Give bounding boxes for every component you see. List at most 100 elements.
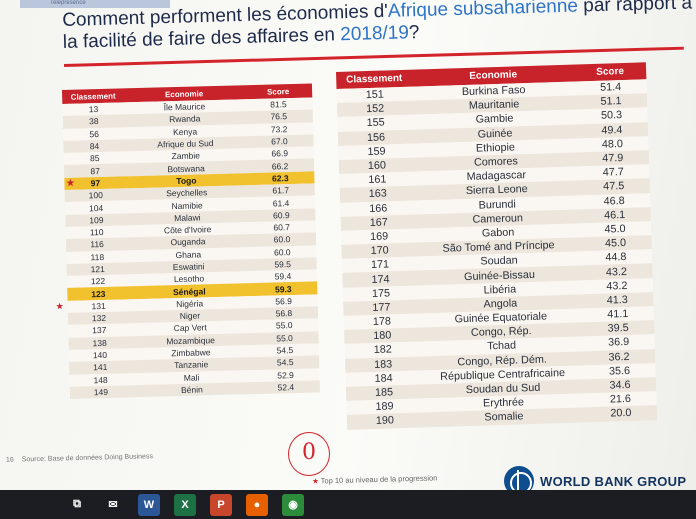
score-cell: 60.0 — [273, 246, 291, 258]
rank-cell: 121 — [90, 263, 105, 275]
rank-cell: 190 — [375, 414, 395, 428]
score-cell: 51.1 — [600, 95, 622, 108]
score-cell: 56.8 — [275, 308, 293, 319]
rank-cell: 177 — [372, 301, 391, 314]
rank-cell: 180 — [373, 329, 392, 343]
score-cell: 67.0 — [271, 136, 288, 147]
score-cell: 60.9 — [272, 209, 290, 221]
score-cell: 47.9 — [602, 152, 624, 165]
rank-cell: 100 — [88, 190, 103, 201]
rank-cell: 166 — [369, 202, 388, 215]
score-cell: 36.2 — [608, 350, 630, 364]
rank-cell: 123 — [91, 288, 106, 299]
rank-cell: 184 — [374, 372, 393, 385]
powerpoint-icon[interactable]: P — [210, 493, 232, 516]
mail-icon[interactable]: ✉ — [102, 493, 124, 516]
score-cell: 20.0 — [610, 407, 632, 420]
score-cell: 48.0 — [601, 137, 624, 151]
score-cell: 47.7 — [602, 166, 624, 179]
score-cell: 39.5 — [607, 322, 629, 335]
star-icon: ★ — [66, 178, 75, 189]
score-cell: 51.4 — [599, 81, 622, 94]
rank-cell: 84 — [89, 141, 100, 152]
excel-icon[interactable]: X — [174, 493, 196, 516]
world-bank-logo: WORLD BANK GROUP — [504, 466, 686, 490]
score-cell: 59.5 — [274, 259, 292, 270]
score-cell: 61.4 — [272, 197, 290, 209]
rank-cell: 122 — [90, 276, 106, 287]
source-note: 16 Source: Base de données Doing Business — [6, 453, 153, 464]
title-highlight: Afrique subsaharienne — [387, 0, 579, 22]
star-icon: ★ — [311, 476, 319, 486]
score-cell: 54.5 — [276, 345, 294, 356]
star-icon: ★ — [55, 301, 64, 312]
slide: Telepresence Comment performent les écon… — [0, 0, 696, 490]
score-cell: 49.4 — [601, 123, 623, 137]
score-cell: 66.9 — [271, 148, 289, 159]
task-view-icon[interactable]: ⧉ — [66, 493, 88, 516]
rank-cell: 118 — [90, 251, 105, 263]
score-cell: 21.6 — [609, 393, 632, 406]
taskbar: ⧉ ✉ W X P ● ◉ — [0, 490, 696, 519]
economy-cell: Bénin — [180, 384, 203, 395]
progress-stamp: 0 — [288, 432, 330, 476]
score-cell: 59.3 — [274, 283, 292, 295]
score-cell: 46.8 — [603, 194, 625, 208]
rank-cell: 104 — [88, 202, 104, 213]
rank-cell: 174 — [371, 272, 390, 286]
score-cell: 60.7 — [273, 222, 291, 233]
score-cell: 43.2 — [605, 265, 628, 279]
rank-cell: 160 — [367, 159, 387, 173]
score-cell: 61.7 — [272, 185, 290, 196]
rank-cell: 138 — [92, 337, 107, 349]
score-cell: 55.0 — [275, 320, 293, 331]
economy-cell: Somalie — [484, 410, 524, 424]
rank-cell: 148 — [93, 374, 108, 385]
globe-icon — [504, 466, 534, 490]
rank-cell: 87 — [90, 165, 100, 176]
score-cell: 52.9 — [277, 369, 294, 381]
window-tab[interactable]: Telepresence — [20, 0, 170, 8]
rank-cell: 161 — [368, 173, 387, 187]
score-cell: 66.2 — [271, 160, 289, 172]
right-ranking-table: Classement Economie Score 151 Burkina Fas… — [336, 62, 658, 430]
rank-cell: 149 — [93, 386, 109, 398]
rank-cell: 169 — [369, 230, 389, 243]
rank-cell: 156 — [366, 131, 386, 144]
rank-cell: 183 — [374, 358, 393, 371]
rank-cell: 155 — [366, 116, 385, 130]
score-cell: 60.0 — [273, 234, 291, 245]
chrome-icon[interactable]: ◉ — [282, 493, 304, 516]
score-cell: 41.3 — [606, 293, 628, 307]
word-icon[interactable]: W — [138, 493, 160, 516]
rank-cell: 56 — [89, 128, 100, 140]
rank-cell: 137 — [92, 325, 107, 336]
rank-cell: 140 — [92, 349, 108, 361]
rank-cell: 185 — [374, 386, 394, 399]
score-cell: 50.3 — [600, 109, 623, 123]
rank-cell: 38 — [88, 116, 99, 127]
score-cell: 36.9 — [607, 336, 630, 350]
score-cell: 59.4 — [274, 271, 292, 282]
score-cell: 43.2 — [606, 279, 628, 293]
score-cell: 47.5 — [603, 180, 625, 194]
rank-cell: 110 — [89, 227, 104, 238]
score-cell: 62.3 — [271, 173, 289, 184]
rank-cell: 163 — [368, 187, 388, 201]
score-cell: 54.5 — [276, 357, 294, 368]
score-cell: 46.1 — [603, 208, 626, 222]
rank-cell: 159 — [367, 145, 386, 158]
rank-cell: 13 — [88, 104, 99, 115]
score-cell: 56.9 — [275, 295, 292, 307]
score-cell: 76.5 — [270, 111, 288, 122]
score-cell: 35.6 — [608, 364, 631, 378]
left-ranking-table: Classement Economie Score 13 Île Maurice 8… — [56, 83, 321, 400]
rank-cell: 141 — [93, 362, 108, 373]
title-year: 2018/19 — [339, 22, 410, 46]
firefox-icon[interactable]: ● — [246, 493, 268, 516]
rank-cell: 175 — [371, 287, 391, 300]
score-cell: 44.8 — [605, 251, 627, 264]
title-end: ? — [408, 22, 420, 44]
score-cell: 41.1 — [607, 308, 629, 321]
source-text: Source: Base de données Doing Business — [21, 453, 154, 464]
